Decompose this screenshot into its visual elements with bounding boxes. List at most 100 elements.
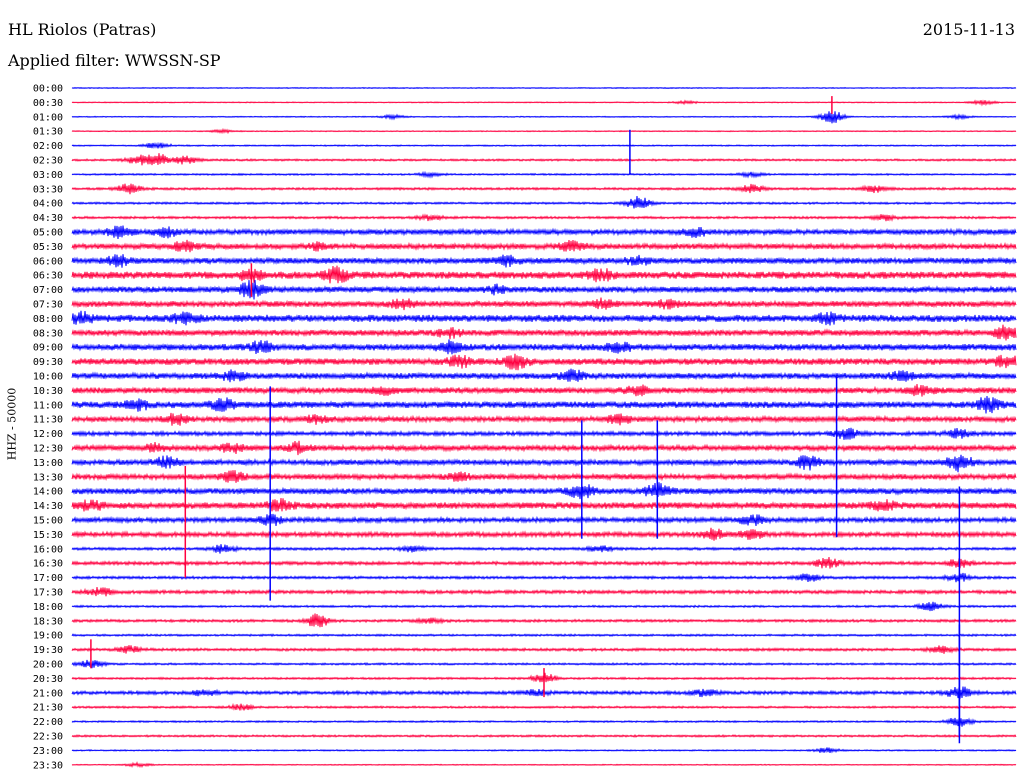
trace-row-1200 xyxy=(71,427,1017,440)
time-tick-label: 13:00 xyxy=(33,458,63,469)
time-tick-label: 15:00 xyxy=(33,516,63,527)
time-tick-label: 14:30 xyxy=(33,501,63,512)
trace-row-1300 xyxy=(71,454,1017,473)
time-tick-label: 22:30 xyxy=(33,732,63,743)
trace-row-1500 xyxy=(71,513,1017,527)
trace-row-1530 xyxy=(71,527,1017,541)
time-tick-label: 02:00 xyxy=(33,141,63,152)
trace-row-0900 xyxy=(71,339,1017,355)
trace-row-0330 xyxy=(71,183,1017,195)
time-tick-label: 12:00 xyxy=(33,429,63,440)
time-tick-label: 19:00 xyxy=(33,631,63,642)
trace-row-1030 xyxy=(71,384,1017,397)
trace-row-1930 xyxy=(71,645,1017,654)
time-tick-label: 15:30 xyxy=(33,530,63,541)
trace-row-0500 xyxy=(71,225,1017,240)
time-tick-label: 11:30 xyxy=(33,415,63,426)
time-label-layer: 00:00 00:30 01:00 01:30 02:00 02:30 03:00 03:30… xyxy=(33,84,63,772)
time-tick-label: 10:30 xyxy=(33,386,63,397)
trace-row-1130 xyxy=(71,412,1017,426)
time-tick-label: 17:00 xyxy=(33,573,63,584)
trace-row-0430 xyxy=(71,213,1017,222)
time-tick-label: 00:00 xyxy=(33,84,63,95)
trace-row-0630 xyxy=(71,265,1017,284)
trace-row-0600 xyxy=(71,254,1017,268)
time-tick-label: 09:30 xyxy=(33,357,63,368)
time-tick-label: 07:30 xyxy=(33,300,63,311)
trace-row-1800 xyxy=(71,601,1017,612)
trace-row-1330 xyxy=(71,470,1017,483)
trace-row-1700 xyxy=(71,572,1017,583)
trace-row-1100 xyxy=(71,396,1017,414)
trace-row-0130 xyxy=(71,127,1017,135)
trace-row-1600 xyxy=(71,544,1017,554)
time-tick-label: 09:00 xyxy=(33,343,63,354)
trace-row-2330 xyxy=(71,761,1017,768)
filter-label: Applied filter: WWSSN-SP xyxy=(8,51,221,70)
time-tick-label: 07:00 xyxy=(33,285,63,296)
time-tick-label: 22:00 xyxy=(33,717,63,728)
trace-row-1230 xyxy=(71,440,1017,456)
time-tick-label: 19:30 xyxy=(33,645,63,656)
time-tick-label: 03:00 xyxy=(33,170,63,181)
time-tick-label: 23:00 xyxy=(33,746,63,757)
trace-row-2300 xyxy=(71,747,1017,754)
time-tick-label: 08:30 xyxy=(33,328,63,339)
trace-row-1430 xyxy=(71,497,1017,512)
time-tick-label: 11:00 xyxy=(33,400,63,411)
time-tick-label: 06:30 xyxy=(33,271,63,282)
trace-row-0100 xyxy=(71,111,1017,124)
time-tick-label: 16:00 xyxy=(33,544,63,555)
trace-row-0030 xyxy=(71,99,1017,107)
time-tick-label: 17:30 xyxy=(33,588,63,599)
time-tick-label: 12:30 xyxy=(33,444,63,455)
time-tick-label: 18:30 xyxy=(33,616,63,627)
time-tick-label: 20:00 xyxy=(33,660,63,671)
trace-row-1730 xyxy=(71,587,1017,597)
trace-row-0530 xyxy=(71,239,1017,253)
time-tick-label: 20:30 xyxy=(33,674,63,685)
time-tick-label: 03:30 xyxy=(33,184,63,195)
trace-layer xyxy=(71,86,1017,768)
time-tick-label: 14:00 xyxy=(33,487,63,498)
time-tick-label: 21:30 xyxy=(33,703,63,714)
trace-row-1400 xyxy=(71,482,1017,500)
trace-row-0300 xyxy=(71,170,1017,179)
trace-row-0000 xyxy=(71,86,1017,90)
date-label: 2015-11-13 xyxy=(922,20,1015,39)
time-tick-label: 18:00 xyxy=(33,602,63,613)
time-tick-label: 21:00 xyxy=(33,688,63,699)
trace-row-2230 xyxy=(71,734,1017,738)
time-tick-label: 23:30 xyxy=(33,760,63,771)
time-tick-label: 04:00 xyxy=(33,199,63,210)
time-tick-label: 06:00 xyxy=(33,256,63,267)
time-tick-label: 02:30 xyxy=(33,156,63,167)
trace-row-0700 xyxy=(71,279,1017,300)
time-tick-label: 04:30 xyxy=(33,213,63,224)
station-title: HL Riolos (Patras) xyxy=(8,20,157,39)
trace-row-2200 xyxy=(71,717,1017,727)
trace-row-1000 xyxy=(71,368,1017,383)
trace-row-0800 xyxy=(71,310,1017,326)
trace-row-0730 xyxy=(71,297,1017,311)
trace-row-0400 xyxy=(71,195,1017,209)
time-tick-label: 01:30 xyxy=(33,127,63,138)
trace-row-0230 xyxy=(71,153,1017,166)
time-tick-label: 10:00 xyxy=(33,372,63,383)
trace-row-1630 xyxy=(71,557,1017,569)
trace-row-0200 xyxy=(71,141,1017,150)
time-tick-label: 05:00 xyxy=(33,228,63,239)
time-tick-label: 00:30 xyxy=(33,98,63,109)
trace-row-0830 xyxy=(71,324,1017,341)
trace-row-1830 xyxy=(71,613,1017,628)
trace-row-2130 xyxy=(71,702,1017,711)
time-tick-label: 01:00 xyxy=(33,112,63,123)
trace-row-0930 xyxy=(71,353,1017,371)
time-tick-label: 05:30 xyxy=(33,242,63,253)
time-tick-label: 13:30 xyxy=(33,472,63,483)
time-tick-label: 16:30 xyxy=(33,559,63,570)
time-tick-label: 08:00 xyxy=(33,314,63,325)
trace-row-2000 xyxy=(71,659,1017,669)
trace-row-1900 xyxy=(71,633,1017,638)
